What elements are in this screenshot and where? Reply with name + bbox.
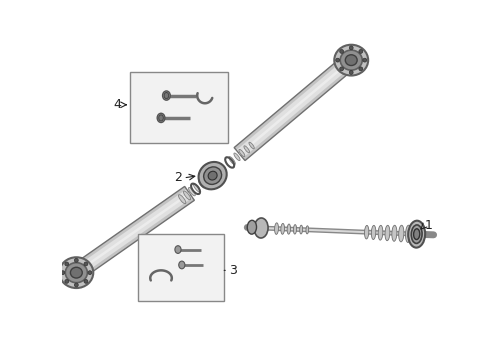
Circle shape: [340, 67, 343, 71]
Ellipse shape: [163, 91, 171, 100]
Ellipse shape: [65, 263, 87, 283]
Ellipse shape: [194, 184, 200, 192]
Ellipse shape: [159, 115, 163, 121]
Text: 3: 3: [229, 264, 238, 277]
Circle shape: [61, 271, 65, 275]
Ellipse shape: [385, 225, 390, 241]
Ellipse shape: [274, 223, 278, 234]
Ellipse shape: [411, 225, 422, 243]
Ellipse shape: [300, 225, 303, 234]
Ellipse shape: [203, 177, 210, 184]
Polygon shape: [72, 186, 187, 269]
Ellipse shape: [178, 195, 186, 204]
Circle shape: [349, 46, 353, 50]
Ellipse shape: [198, 180, 205, 188]
Ellipse shape: [71, 267, 82, 278]
Ellipse shape: [247, 220, 257, 234]
Circle shape: [74, 283, 78, 287]
Polygon shape: [72, 186, 195, 280]
Ellipse shape: [175, 246, 181, 253]
Ellipse shape: [378, 225, 383, 240]
Ellipse shape: [157, 113, 165, 122]
Ellipse shape: [399, 225, 404, 242]
Ellipse shape: [371, 225, 376, 239]
Ellipse shape: [198, 162, 227, 189]
Ellipse shape: [189, 188, 196, 196]
Ellipse shape: [239, 149, 245, 157]
Polygon shape: [234, 54, 348, 150]
Ellipse shape: [365, 225, 369, 239]
Circle shape: [84, 262, 88, 266]
Ellipse shape: [392, 225, 397, 241]
FancyBboxPatch shape: [130, 72, 228, 143]
Ellipse shape: [294, 225, 296, 234]
Circle shape: [359, 50, 363, 53]
Polygon shape: [234, 54, 357, 161]
Ellipse shape: [306, 226, 309, 234]
Circle shape: [88, 271, 92, 275]
Circle shape: [336, 58, 340, 62]
Ellipse shape: [334, 45, 368, 76]
Text: 4: 4: [113, 98, 121, 111]
Ellipse shape: [414, 229, 420, 239]
Ellipse shape: [229, 157, 235, 165]
Circle shape: [340, 50, 343, 53]
Ellipse shape: [281, 224, 285, 234]
Circle shape: [65, 262, 69, 266]
Ellipse shape: [408, 221, 425, 248]
Circle shape: [363, 58, 367, 62]
Polygon shape: [75, 192, 190, 274]
Ellipse shape: [234, 153, 240, 161]
Ellipse shape: [164, 93, 169, 99]
Ellipse shape: [244, 146, 249, 153]
Text: 1: 1: [424, 219, 432, 232]
Ellipse shape: [249, 142, 254, 149]
Ellipse shape: [179, 261, 185, 269]
Text: 2: 2: [174, 171, 182, 184]
Circle shape: [65, 279, 69, 283]
Ellipse shape: [59, 257, 93, 288]
Circle shape: [74, 258, 78, 262]
Polygon shape: [79, 198, 195, 280]
Circle shape: [84, 279, 88, 283]
Ellipse shape: [287, 224, 291, 234]
Polygon shape: [243, 64, 357, 161]
FancyBboxPatch shape: [138, 234, 224, 301]
Polygon shape: [239, 59, 352, 155]
Ellipse shape: [406, 225, 411, 242]
Circle shape: [359, 67, 363, 71]
Ellipse shape: [183, 191, 191, 200]
Ellipse shape: [204, 167, 221, 184]
Ellipse shape: [345, 55, 357, 66]
Circle shape: [349, 71, 353, 75]
Ellipse shape: [208, 171, 217, 180]
Ellipse shape: [340, 50, 362, 70]
Ellipse shape: [254, 218, 268, 238]
